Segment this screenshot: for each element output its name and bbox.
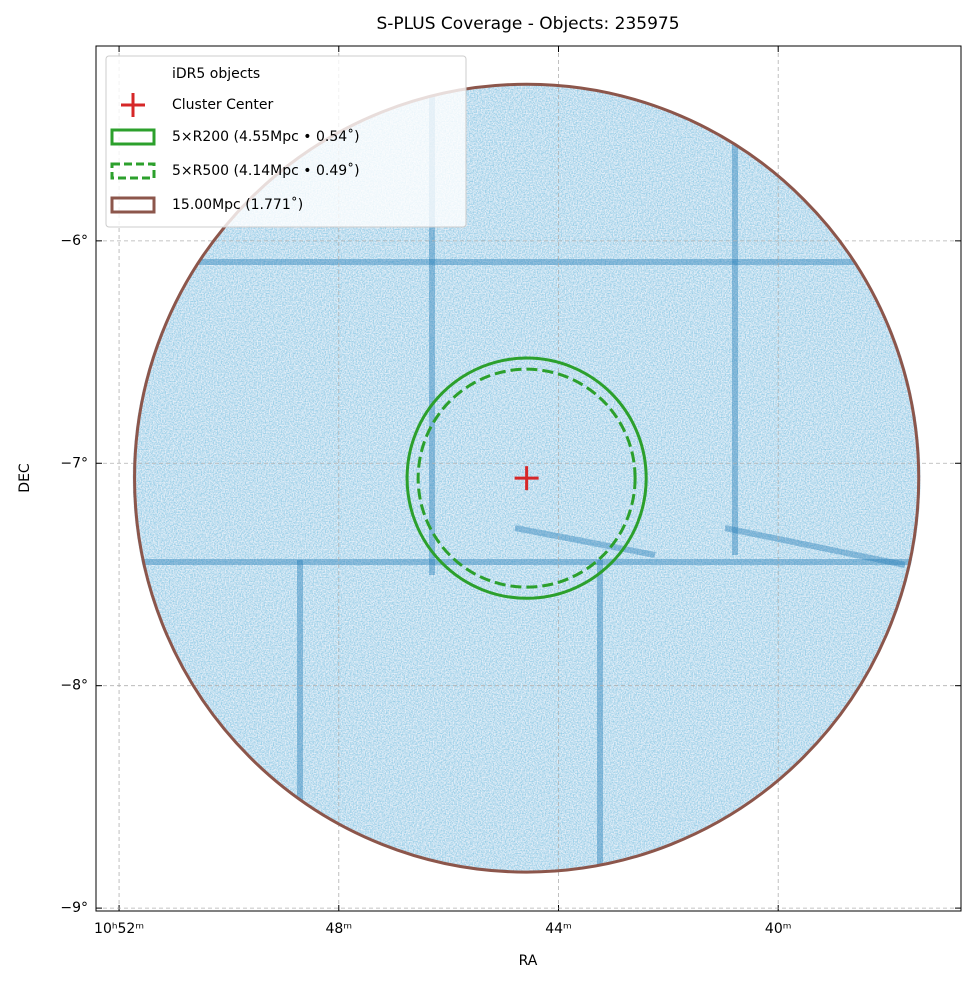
x-tick-label: 48ᵐ <box>326 921 353 937</box>
radius-circle <box>133 82 921 874</box>
radius-circle <box>405 356 648 600</box>
legend-marker <box>110 128 156 146</box>
x-tick-label: 10ʰ52ᵐ <box>94 921 144 937</box>
chart-title: S-PLUS Coverage - Objects: 235975 <box>376 14 679 34</box>
plot-frame <box>95 45 962 912</box>
legend: iDR5 objects Cluster Center 5×R200 (4.55Mp… <box>105 55 467 228</box>
legend-label: 5×R200 (4.55Mpc • 0.54˚) <box>172 128 360 145</box>
y-tick-label: −6° <box>60 233 88 249</box>
radius-circle <box>416 367 637 589</box>
tile-edge <box>724 525 906 568</box>
tile-edge <box>514 525 656 558</box>
legend-label: 5×R500 (4.14Mpc • 0.49˚) <box>172 162 360 179</box>
legend-label: 15.00Mpc (1.771˚) <box>172 196 303 213</box>
legend-box <box>105 55 467 228</box>
legend-label: Cluster Center <box>172 97 274 113</box>
y-tick-label: −7° <box>60 455 88 471</box>
y-tick-label: −9° <box>60 900 88 916</box>
y-axis-label: DEC <box>17 463 33 493</box>
x-tick-label: 44ᵐ <box>545 921 572 937</box>
cluster-center <box>514 466 539 491</box>
legend-label: iDR5 objects <box>172 66 260 82</box>
x-axis-label: RA <box>519 953 538 969</box>
legend-marker <box>110 162 156 180</box>
x-tick-label: 40ᵐ <box>765 921 792 937</box>
marks <box>133 82 921 874</box>
grid <box>96 46 961 911</box>
legend-marker <box>110 196 156 214</box>
y-tick-label: −8° <box>60 678 88 694</box>
